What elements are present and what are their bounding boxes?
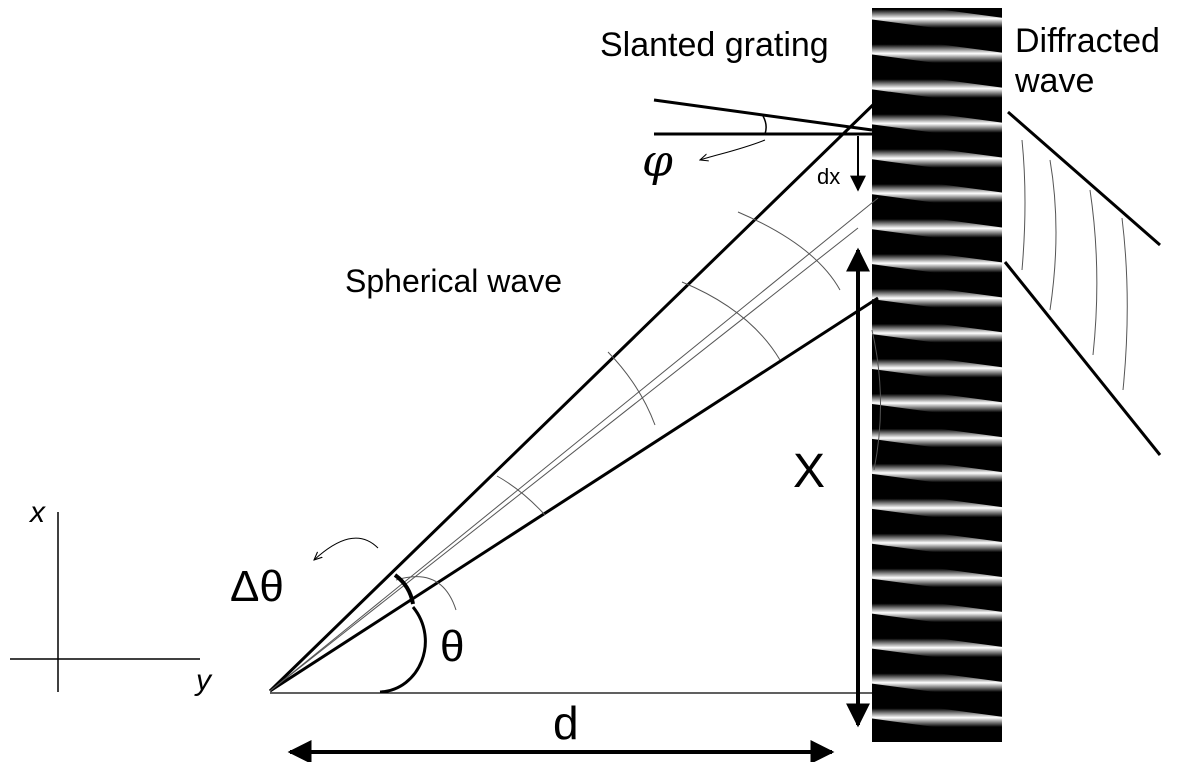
- grating-fringes: [872, 8, 1002, 742]
- slanted-grating-label: Slanted grating: [600, 26, 829, 64]
- grating-fringe: [872, 664, 1002, 702]
- cone-upper-ray: [268, 98, 880, 693]
- phi-pointer: [700, 139, 766, 160]
- dx-label: dx: [817, 164, 841, 189]
- slant-line: [653, 98, 873, 132]
- grating-fringe: [872, 454, 1002, 492]
- diffracted-wavefronts: [1021, 139, 1128, 391]
- grating-fringe: [872, 140, 1002, 177]
- grating-fringe: [872, 35, 1002, 72]
- delta-theta-label: Δθ: [230, 562, 284, 611]
- delta-theta-arc: [393, 573, 415, 605]
- delta-theta-pointer: [314, 537, 379, 560]
- phi-arc: [762, 115, 767, 135]
- cone-center-ray: [269, 197, 879, 692]
- cone-lower-ray: [269, 296, 879, 693]
- theta-label: θ: [440, 622, 465, 671]
- grating-fringe: [872, 524, 1002, 562]
- diffracted-lower-ray: [1003, 261, 1162, 456]
- grating-fringe: [872, 70, 1002, 107]
- grating-fringe: [872, 349, 1002, 387]
- grating-fringe: [872, 209, 1002, 247]
- grating-fringe: [872, 489, 1002, 527]
- grating-fringe: [872, 384, 1002, 422]
- grating-fringe: [872, 734, 930, 742]
- grating-fringe: [872, 279, 1002, 317]
- grating-fringe: [872, 105, 1002, 142]
- grating-fringe: [872, 419, 1002, 457]
- grating-fringe: [872, 8, 1002, 37]
- theta-arc: [379, 606, 427, 694]
- phi-label: φ: [642, 136, 673, 187]
- grating-fringe: [872, 175, 1002, 212]
- grating-fringe: [872, 594, 1002, 632]
- cone-inner-ray: [269, 227, 859, 692]
- wavefront-arcs: [395, 211, 881, 611]
- diffracted-upper-ray: [1007, 110, 1161, 247]
- diffracted-wave-label-line1: Diffracted: [1015, 22, 1160, 60]
- grating-fringe: [872, 699, 1002, 737]
- spherical-wave-label: Spherical wave: [345, 263, 562, 299]
- grating-fringe: [872, 559, 1002, 597]
- axis-x-label: x: [30, 496, 45, 529]
- grating-fringe: [872, 244, 1002, 282]
- axis-y-label: y: [196, 664, 211, 697]
- diffracted-wave-label-line2: wave: [1015, 62, 1095, 100]
- grating-fringe: [872, 629, 1002, 667]
- x-distance-label: X: [793, 445, 826, 498]
- d-distance-label: d: [553, 697, 579, 749]
- grating-fringe: [872, 314, 1002, 352]
